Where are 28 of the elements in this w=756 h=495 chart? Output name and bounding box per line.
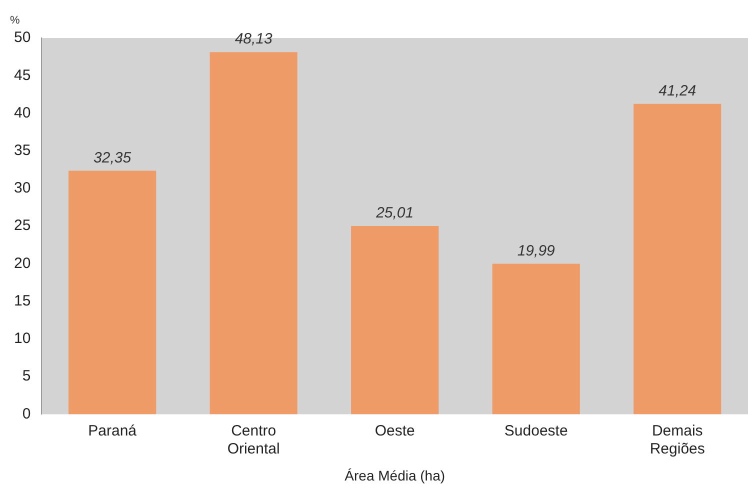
data-label: 32,35 bbox=[94, 149, 132, 166]
data-label: 19,99 bbox=[517, 242, 556, 260]
data-label: 48,13 bbox=[234, 30, 273, 48]
bar bbox=[68, 170, 156, 414]
x-tick-label: Paraná bbox=[88, 422, 138, 440]
y-tick-label: 0 bbox=[22, 405, 31, 422]
y-tick-label: 35 bbox=[14, 142, 31, 159]
y-tick-label: 30 bbox=[14, 180, 31, 197]
x-axis-title: Área Média (ha) bbox=[344, 467, 446, 484]
bar bbox=[351, 226, 439, 414]
bar bbox=[634, 104, 722, 414]
data-label: 41,24 bbox=[658, 82, 696, 100]
y-tick-label: 40 bbox=[14, 104, 31, 122]
x-tick-label: Centro Oriental bbox=[227, 422, 280, 458]
x-tick-label: Oeste bbox=[374, 422, 415, 440]
x-tick-label: Demais Regiões bbox=[650, 422, 705, 458]
y-tick-label: 45 bbox=[14, 66, 31, 84]
data-label: 25,01 bbox=[375, 204, 414, 222]
y-tick-label: 50 bbox=[14, 29, 31, 46]
bar bbox=[492, 264, 580, 414]
bar bbox=[210, 52, 298, 414]
y-tick-label: 20 bbox=[14, 254, 31, 272]
y-axis-title: % bbox=[10, 14, 20, 27]
y-tick-label: 5 bbox=[22, 368, 31, 385]
y-tick-label: 15 bbox=[14, 292, 31, 310]
x-tick-label: Sudoeste bbox=[504, 422, 568, 440]
y-tick-label: 10 bbox=[14, 330, 31, 348]
y-tick-label: 25 bbox=[14, 217, 31, 234]
